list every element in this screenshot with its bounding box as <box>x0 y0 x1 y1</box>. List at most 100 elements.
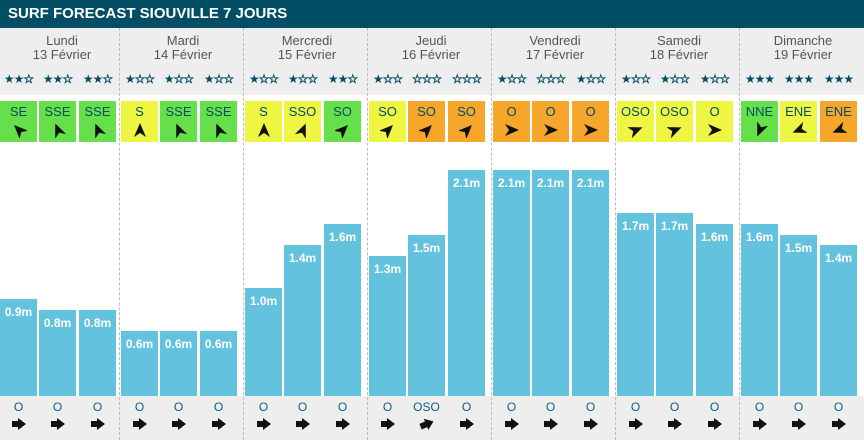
rating-stars: ★☆☆ <box>163 72 195 87</box>
wind-direction: ENE <box>785 104 812 119</box>
day-divider <box>243 28 244 440</box>
wave-height-bar[interactable]: 1.4m <box>284 245 321 396</box>
wave-height-bar[interactable]: 0.8m <box>39 310 76 396</box>
rating-stars: ★☆☆ <box>372 72 404 87</box>
wind-direction: SO <box>378 104 397 119</box>
swell-arrow-icon <box>256 418 271 430</box>
wave-height-bar[interactable]: 1.5m <box>408 235 445 396</box>
wind-direction: SSE <box>44 104 71 119</box>
wind-box[interactable]: SO <box>408 101 445 142</box>
swell-arrow-icon <box>335 418 350 430</box>
wave-height-bar[interactable]: 1.0m <box>245 288 282 396</box>
wind-box[interactable]: SE <box>0 101 37 142</box>
swell-arrow-icon <box>11 418 26 430</box>
wind-arrow-icon <box>666 127 681 138</box>
wind-box[interactable]: SSE <box>160 101 197 142</box>
wind-arrow-icon <box>792 122 807 133</box>
day-label: Jeudi 16 Février <box>369 34 493 62</box>
wave-height-label: 2.1m <box>536 176 565 190</box>
wind-box[interactable]: S <box>245 101 282 142</box>
wind-box[interactable]: SO <box>369 101 406 142</box>
wind-box[interactable]: S <box>121 101 158 142</box>
wave-height-label: 1.6m <box>328 230 357 244</box>
swell-arrow-icon <box>380 418 395 430</box>
swell-direction-label: O <box>793 400 804 414</box>
wave-height-bar[interactable]: 1.6m <box>741 224 778 396</box>
wave-height-bar[interactable]: 0.6m <box>121 331 158 396</box>
wind-arrow-icon <box>133 123 146 137</box>
wind-arrow-icon <box>54 123 66 138</box>
wind-box[interactable]: ENE <box>780 101 817 142</box>
swell-direction: O <box>245 400 282 430</box>
rating-stars: ★★☆ <box>82 72 114 87</box>
wave-height-bar[interactable]: 1.5m <box>780 235 817 396</box>
wind-box[interactable]: OSO <box>656 101 693 142</box>
wind-direction: O <box>506 104 517 119</box>
day-column: Lundi 13 Février ★★☆ SE 0.9m O ★★☆ SSE 0.8m… <box>0 28 124 440</box>
wind-box[interactable]: O <box>572 101 609 142</box>
swell-direction: OSO <box>408 400 445 430</box>
wave-height-bar[interactable]: 0.8m <box>79 310 116 396</box>
wind-arrow-icon <box>294 123 306 138</box>
swell-direction: O <box>780 400 817 430</box>
wave-height-bar[interactable]: 2.1m <box>532 170 569 396</box>
rating-stars: ☆☆☆ <box>451 72 483 87</box>
day-date: 14 Février <box>153 47 213 62</box>
wave-height-bar[interactable]: 2.1m <box>572 170 609 396</box>
wind-box[interactable]: NNE <box>741 101 778 142</box>
wind-box[interactable]: ENE <box>820 101 857 142</box>
wind-box[interactable]: O <box>532 101 569 142</box>
swell-direction-label: O <box>213 400 224 414</box>
wave-height-label: 0.8m <box>83 316 112 330</box>
wind-arrow-icon <box>215 123 227 138</box>
wave-height-bar[interactable]: 1.7m <box>617 213 654 396</box>
wave-height-bar[interactable]: 0.6m <box>200 331 237 396</box>
wave-height-bar[interactable]: 2.1m <box>448 170 485 396</box>
swell-arrow-icon <box>132 418 147 430</box>
day-divider <box>615 28 616 440</box>
swell-direction: O <box>741 400 778 430</box>
wave-height-bar[interactable]: 1.6m <box>324 224 361 396</box>
wind-direction: SSE <box>84 104 111 119</box>
wave-height-bar[interactable]: 1.6m <box>696 224 733 396</box>
swell-direction-label: O <box>669 400 680 414</box>
rating-stars: ☆☆☆ <box>411 72 443 87</box>
day-date: 19 Février <box>773 47 833 62</box>
swell-direction-label: O <box>258 400 269 414</box>
wind-arrow-icon <box>627 127 642 138</box>
day-label: Mardi 14 Février <box>121 34 245 62</box>
swell-direction-label: O <box>709 400 720 414</box>
day-name: Samedi <box>656 33 702 48</box>
wind-box[interactable]: O <box>696 101 733 142</box>
wind-box[interactable]: SSE <box>79 101 116 142</box>
wave-height-bar[interactable]: 1.3m <box>369 256 406 396</box>
wind-box[interactable]: SSO <box>284 101 321 142</box>
wave-height-bar[interactable]: 1.7m <box>656 213 693 396</box>
wave-height-bar[interactable]: 1.4m <box>820 245 857 396</box>
wind-box[interactable]: SSE <box>200 101 237 142</box>
wind-arrow-icon <box>418 125 432 138</box>
wave-height-label: 0.8m <box>43 316 72 330</box>
wind-box[interactable]: SSE <box>39 101 76 142</box>
swell-direction-label: O <box>506 400 517 414</box>
swell-arrow-icon <box>211 418 226 430</box>
swell-direction-label: O <box>461 400 472 414</box>
day-name: Dimanche <box>773 33 833 48</box>
swell-direction-label: O <box>754 400 765 414</box>
swell-direction-label: O <box>337 400 348 414</box>
wind-box[interactable]: O <box>493 101 530 142</box>
wind-arrow-icon <box>13 125 27 138</box>
day-divider <box>739 28 740 440</box>
swell-direction: O <box>448 400 485 430</box>
wave-height-bar[interactable]: 0.9m <box>0 299 37 396</box>
wind-box[interactable]: OSO <box>617 101 654 142</box>
wind-box[interactable]: SO <box>324 101 361 142</box>
day-name: Jeudi <box>415 33 447 48</box>
wave-height-bar[interactable]: 0.6m <box>160 331 197 396</box>
day-label: Vendredi 17 Février <box>493 34 617 62</box>
wave-height-bar[interactable]: 2.1m <box>493 170 530 396</box>
rating-stars: ★☆☆ <box>659 72 691 87</box>
swell-arrow-icon <box>459 418 474 430</box>
wind-box[interactable]: SO <box>448 101 485 142</box>
swell-direction-label: O <box>173 400 184 414</box>
